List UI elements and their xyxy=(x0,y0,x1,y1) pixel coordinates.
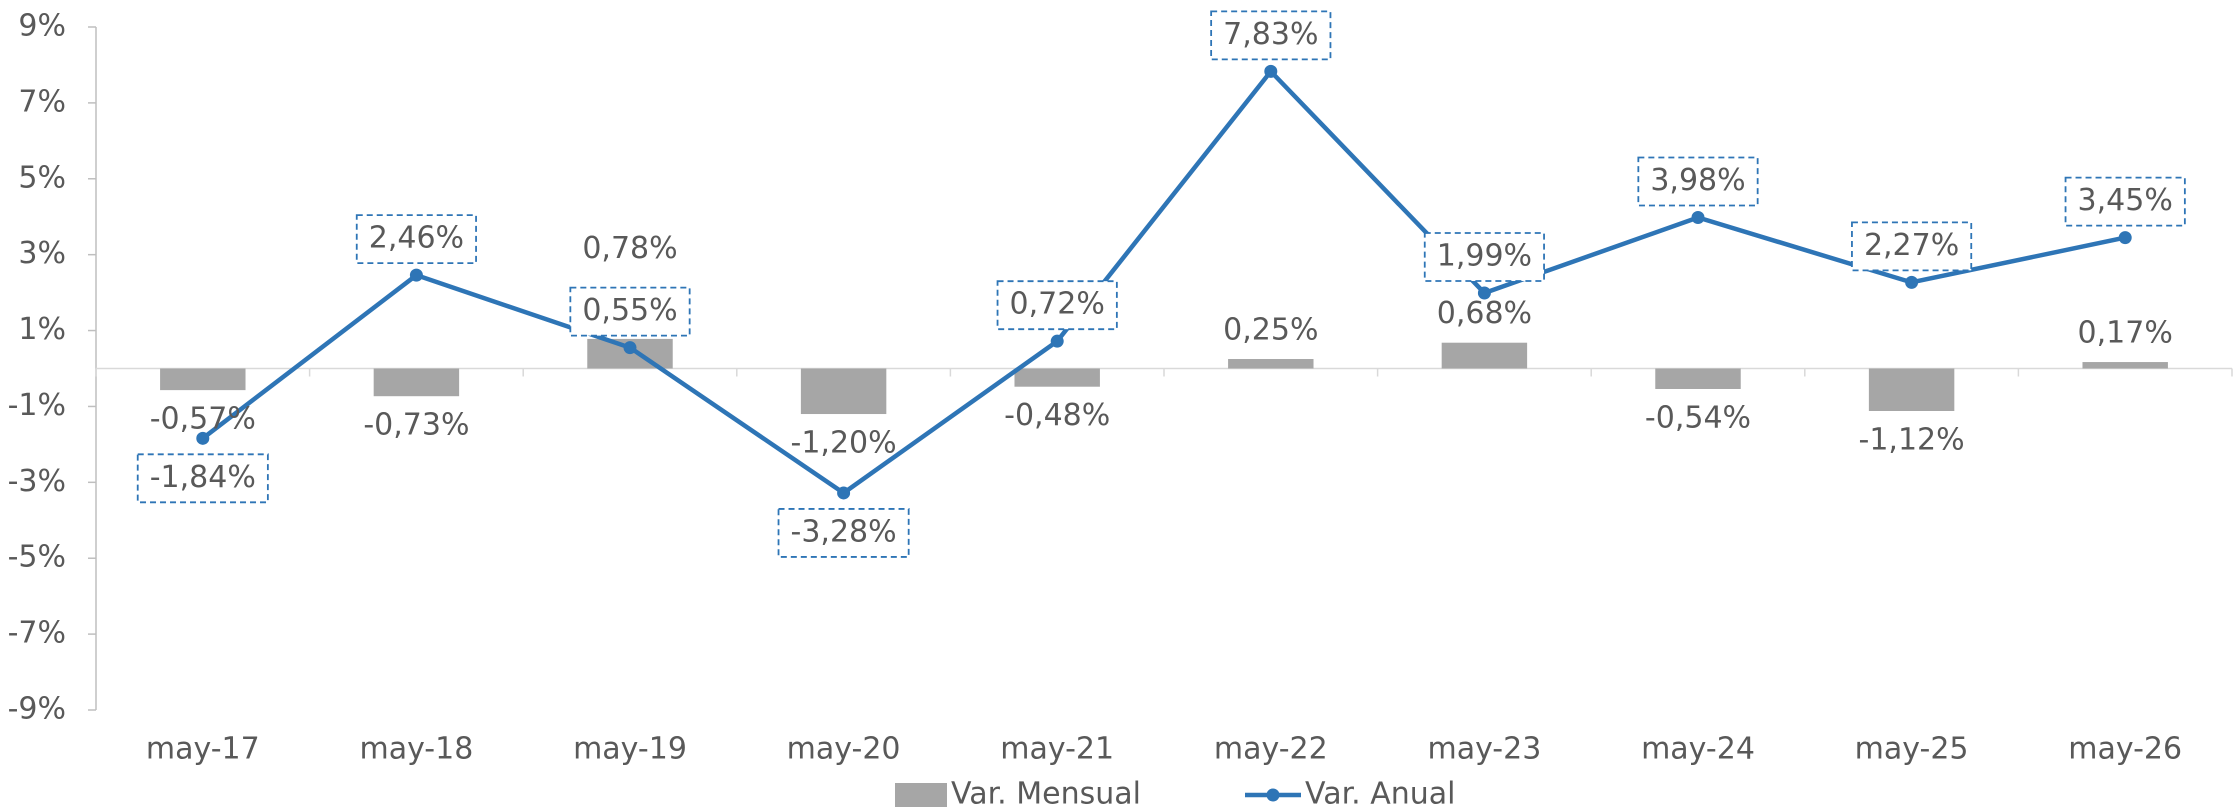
x-tick-label: may-22 xyxy=(1214,732,1328,767)
line-value-label: 0,72% xyxy=(1010,287,1105,322)
line-marker xyxy=(2118,231,2132,245)
x-tick-label: may-26 xyxy=(2068,732,2182,767)
x-tick-label: may-19 xyxy=(573,732,687,767)
line-marker xyxy=(623,341,637,355)
y-tick-label: 5% xyxy=(18,160,66,195)
y-tick-label: -1% xyxy=(8,388,66,423)
bar-value-label: 0,25% xyxy=(1223,313,1318,348)
line-value-label: 0,55% xyxy=(582,293,677,328)
x-tick-label: may-21 xyxy=(1000,732,1114,767)
line-marker xyxy=(1264,64,1278,78)
x-tick-label: may-24 xyxy=(1641,732,1755,767)
line-value-label: -3,28% xyxy=(791,514,897,549)
line xyxy=(201,67,2126,496)
label-box xyxy=(996,280,1118,331)
line-value-label: 1,99% xyxy=(1437,238,1532,273)
line-marker xyxy=(1477,286,1491,300)
x-tick-label: may-20 xyxy=(787,732,901,767)
y-tick-label: 7% xyxy=(18,84,66,119)
bar xyxy=(1868,368,1955,411)
line-value-label: 7,83% xyxy=(1223,17,1318,52)
x-tick-label: may-18 xyxy=(359,732,473,767)
bar xyxy=(373,368,460,397)
bar-value-label: -1,20% xyxy=(791,426,897,461)
bar-value-label: 0,17% xyxy=(2078,316,2173,351)
line-marker xyxy=(1050,334,1064,348)
y-tick-label: -9% xyxy=(8,692,66,727)
label-box xyxy=(1637,156,1759,207)
bar xyxy=(160,368,246,391)
line-marker xyxy=(196,431,210,445)
y-tick-label: 3% xyxy=(18,236,66,271)
label-box xyxy=(2064,176,2186,227)
legend-label: Var. Mensual xyxy=(951,777,1141,812)
line-marker xyxy=(837,486,851,500)
bar-value-label: 0,78% xyxy=(582,231,677,266)
bar-value-label: -0,54% xyxy=(1645,400,1751,435)
legend-swatch xyxy=(895,783,947,807)
label-box xyxy=(1423,232,1545,282)
x-tick-label: may-23 xyxy=(1427,732,1541,767)
line-marker xyxy=(1905,275,1919,289)
label-box xyxy=(1210,10,1332,61)
line-marker xyxy=(409,268,423,282)
bar-value-label: -0,73% xyxy=(363,408,469,443)
label-box xyxy=(1851,221,1973,272)
bar-value-label: 0,68% xyxy=(1437,296,1532,331)
line-value-label: 2,46% xyxy=(369,221,464,256)
bar xyxy=(1228,359,1314,369)
label-box xyxy=(777,508,910,558)
y-tick-label: -3% xyxy=(8,464,66,499)
y-tick-label: -5% xyxy=(8,540,66,575)
line-value-label: -1,84% xyxy=(150,460,256,495)
label-box xyxy=(136,453,269,504)
bar xyxy=(800,368,887,415)
bar xyxy=(2082,362,2168,369)
line-marker xyxy=(1691,210,1705,224)
y-tick-label: 1% xyxy=(18,312,66,347)
legend-swatch xyxy=(1266,788,1280,802)
line-value-label: 3,98% xyxy=(1650,163,1745,198)
bar-value-label: -0,57% xyxy=(150,402,256,437)
bar xyxy=(1655,368,1741,389)
line-value-label: 3,45% xyxy=(2078,183,2173,218)
x-tick-label: may-25 xyxy=(1855,732,1969,767)
y-tick-label: 9% xyxy=(18,9,66,44)
bar xyxy=(1441,342,1528,369)
bar-value-label: -1,12% xyxy=(1859,422,1965,457)
bar xyxy=(1014,368,1100,387)
bar-value-label: -0,48% xyxy=(1004,398,1110,433)
x-tick-label: may-17 xyxy=(146,732,260,767)
label-box xyxy=(569,286,691,337)
legend-label: Var. Anual xyxy=(1305,777,1456,812)
line-value-label: 2,27% xyxy=(1864,228,1959,263)
y-tick-label: -7% xyxy=(8,616,66,651)
label-box xyxy=(355,214,477,265)
